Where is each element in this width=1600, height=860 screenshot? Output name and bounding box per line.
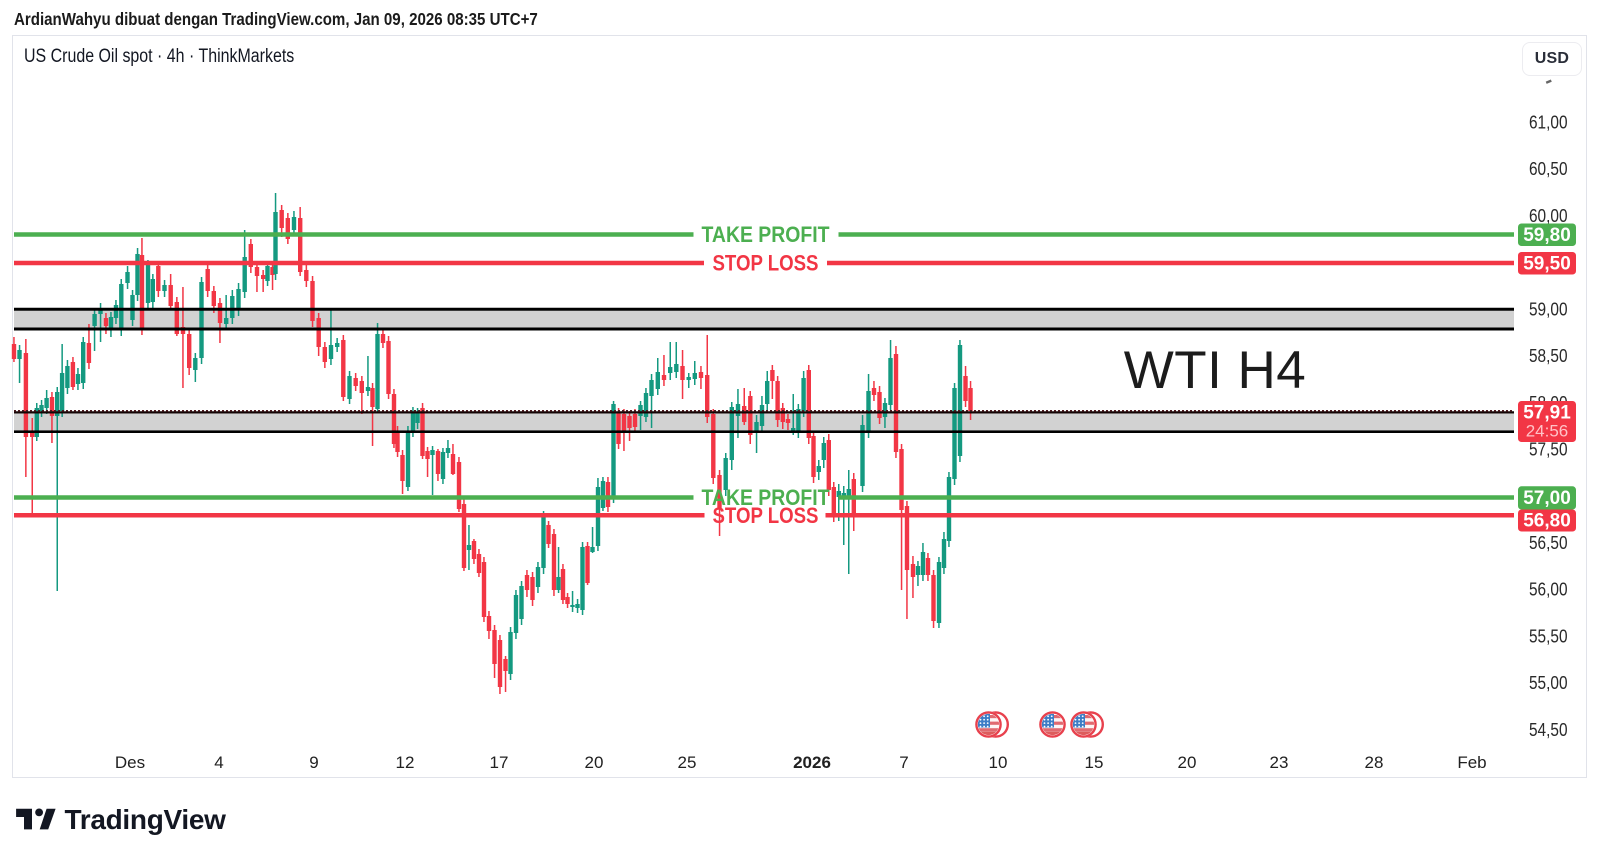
svg-text:TAKE PROFIT: TAKE PROFIT xyxy=(702,485,830,510)
svg-text:9: 9 xyxy=(309,753,318,772)
svg-text:61,00: 61,00 xyxy=(1529,112,1568,133)
svg-text:56,00: 56,00 xyxy=(1529,579,1568,600)
svg-text:10: 10 xyxy=(989,753,1008,772)
svg-text:54,50: 54,50 xyxy=(1529,719,1568,740)
svg-text:Des: Des xyxy=(115,753,145,772)
svg-text:12: 12 xyxy=(396,753,415,772)
svg-text:59,00: 59,00 xyxy=(1529,298,1568,319)
svg-text:WTI H4: WTI H4 xyxy=(1124,341,1307,400)
svg-text:25: 25 xyxy=(678,753,697,772)
svg-text:24:56: 24:56 xyxy=(1526,422,1569,441)
svg-text:60,00: 60,00 xyxy=(1529,205,1568,226)
svg-text:57,91: 57,91 xyxy=(1523,403,1571,424)
svg-text:59,50: 59,50 xyxy=(1523,254,1571,275)
svg-text:56,50: 56,50 xyxy=(1529,532,1568,553)
svg-text:60,50: 60,50 xyxy=(1529,158,1568,179)
svg-text:STOP LOSS: STOP LOSS xyxy=(713,251,819,276)
svg-text:17: 17 xyxy=(490,753,509,772)
svg-text:TAKE PROFIT: TAKE PROFIT xyxy=(702,222,830,247)
svg-text:57,50: 57,50 xyxy=(1529,439,1568,460)
svg-text:55,50: 55,50 xyxy=(1529,626,1568,647)
svg-text:56,80: 56,80 xyxy=(1523,511,1571,532)
svg-text:STOP LOSS: STOP LOSS xyxy=(713,503,819,528)
svg-text:Feb: Feb xyxy=(1457,753,1486,772)
svg-text:55,00: 55,00 xyxy=(1529,672,1568,693)
svg-text:7: 7 xyxy=(899,753,908,772)
svg-text:15: 15 xyxy=(1085,753,1104,772)
svg-text:57,00: 57,00 xyxy=(1523,488,1571,509)
svg-text:28: 28 xyxy=(1365,753,1384,772)
svg-text:TradingView: TradingView xyxy=(65,804,227,835)
svg-text:59,80: 59,80 xyxy=(1523,225,1571,246)
svg-text:20: 20 xyxy=(1178,753,1197,772)
svg-text:2026: 2026 xyxy=(793,753,831,772)
svg-text:23: 23 xyxy=(1270,753,1289,772)
svg-text:4: 4 xyxy=(214,753,223,772)
svg-text:58,50: 58,50 xyxy=(1529,345,1568,366)
svg-text:20: 20 xyxy=(585,753,604,772)
